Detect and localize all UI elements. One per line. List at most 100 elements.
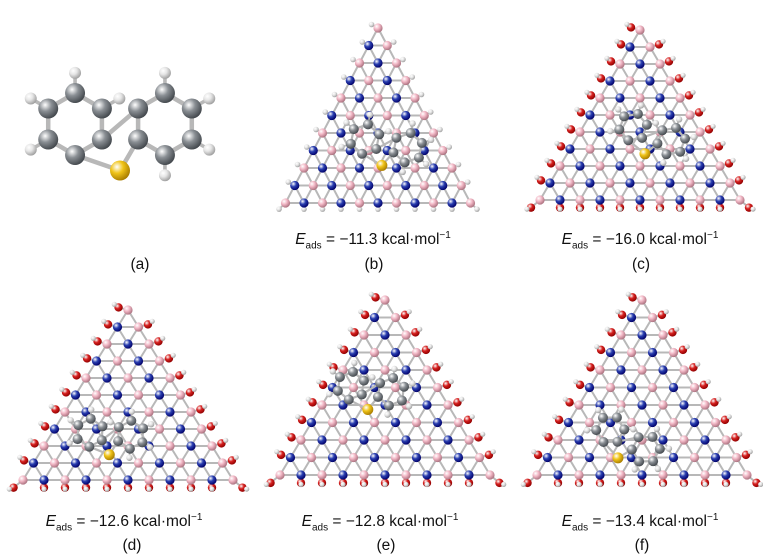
carbon-atom [416, 137, 427, 148]
hydrogen-atom [319, 206, 326, 212]
nitrogen-atom [133, 356, 144, 366]
nitrogen-atom [553, 470, 563, 480]
carbon-atom [614, 124, 625, 135]
nitrogen-atom [285, 452, 296, 463]
hydrogen-atom [418, 91, 425, 98]
hydrogen-atom [66, 440, 73, 447]
hydrogen-atom [448, 379, 454, 385]
hydrogen-atom [125, 486, 131, 492]
boron-atom [453, 417, 464, 428]
boron-atom [685, 178, 695, 188]
boron-atom [715, 161, 725, 171]
boron-atom [306, 452, 317, 463]
boron-atom [679, 435, 689, 445]
hydrogen-atom [147, 420, 155, 428]
boron-atom [410, 93, 420, 103]
boron-atom [428, 198, 439, 208]
carbon-atom [38, 98, 59, 119]
boron-atom [665, 76, 675, 86]
boron-atom [144, 475, 154, 485]
hydrogen-atom [347, 326, 353, 332]
energy-symbol: E [561, 513, 572, 531]
hydrogen-atom [464, 179, 471, 185]
carbon-atom [97, 421, 108, 432]
hydrogen-atom [427, 344, 433, 350]
hydrogen-atom [83, 486, 89, 492]
hydrogen-atom [716, 396, 722, 402]
carbon-atom [634, 456, 645, 467]
boron-atom [186, 407, 196, 417]
boron-atom [575, 195, 585, 205]
energy-exponent: −1 [439, 230, 451, 241]
hydrogen-atom [326, 390, 333, 398]
nitrogen-atom [401, 435, 411, 445]
carbon-atom [113, 422, 124, 433]
boron-atom [102, 475, 112, 485]
hydrogen-atom [409, 74, 416, 80]
nitrogen-atom [422, 470, 432, 480]
boron-atom [679, 365, 689, 375]
sulfur-atom [362, 404, 374, 416]
hydrogen-atom [391, 365, 398, 373]
hydrogen-atom [675, 116, 683, 123]
boron-atom [382, 40, 392, 51]
panel-f-adsorption [520, 291, 763, 488]
hydrogen-atom [445, 481, 451, 488]
carbon-atom [84, 441, 95, 452]
hydrogen-atom [80, 352, 86, 358]
boron-atom [112, 356, 123, 366]
boron-atom [595, 161, 605, 171]
hydrogen-atom [62, 486, 68, 492]
hydrogen-atom [329, 368, 337, 375]
hydrogen-atom [340, 481, 346, 488]
hydrogen-atom [665, 445, 673, 452]
boron-atom [422, 365, 432, 375]
boron-atom [563, 452, 574, 463]
hydrogen-atom [682, 155, 690, 162]
boron-atom [317, 400, 327, 410]
hydrogen-atom [276, 206, 282, 212]
boron-atom [411, 347, 422, 358]
nitrogen-atom [595, 195, 605, 205]
hydrogen-atom [285, 179, 292, 185]
hydrogen-atom [552, 414, 558, 420]
nitrogen-atom [595, 470, 605, 480]
hydrogen-atom [557, 206, 563, 212]
hydrogen-atom [343, 119, 350, 126]
nitrogen-atom [443, 435, 453, 445]
nitrogen-atom [585, 178, 595, 188]
hydrogen-atom [340, 74, 347, 80]
boron-atom [695, 127, 705, 137]
carbon-atom [637, 132, 648, 143]
nitrogen-atom [28, 458, 39, 468]
hydrogen-atom [577, 206, 583, 212]
hydrogen-atom [427, 109, 434, 115]
boron-atom [465, 198, 476, 208]
hydrogen-atom [27, 437, 33, 443]
hydrogen-atom [583, 361, 589, 367]
energy-exponent: −1 [446, 512, 459, 523]
nitrogen-atom [605, 76, 615, 86]
carbon-atom [181, 98, 202, 119]
hydrogen-atom [223, 437, 229, 443]
carbon-atom [399, 157, 410, 168]
panel-d-adsorption [6, 301, 250, 492]
nitrogen-atom [626, 312, 637, 323]
nitrogen-atom [584, 452, 595, 463]
hydrogen-atom [294, 161, 301, 168]
boron-atom [584, 417, 595, 428]
boron-atom [474, 452, 485, 463]
carbon-atom [597, 412, 608, 423]
boron-atom [725, 178, 735, 188]
boron-atom [391, 198, 402, 208]
hydrogen-atom [59, 386, 65, 392]
boron-atom [175, 390, 186, 400]
boron-atom [133, 390, 144, 400]
hydrogen-atom [158, 66, 171, 79]
hydrogen-atom [726, 414, 732, 420]
nitrogen-atom [165, 475, 175, 485]
hydrogen-atom [316, 379, 322, 385]
hydrogen-atom [583, 427, 591, 434]
carbon-atom [73, 420, 84, 431]
boron-atom [327, 417, 338, 428]
